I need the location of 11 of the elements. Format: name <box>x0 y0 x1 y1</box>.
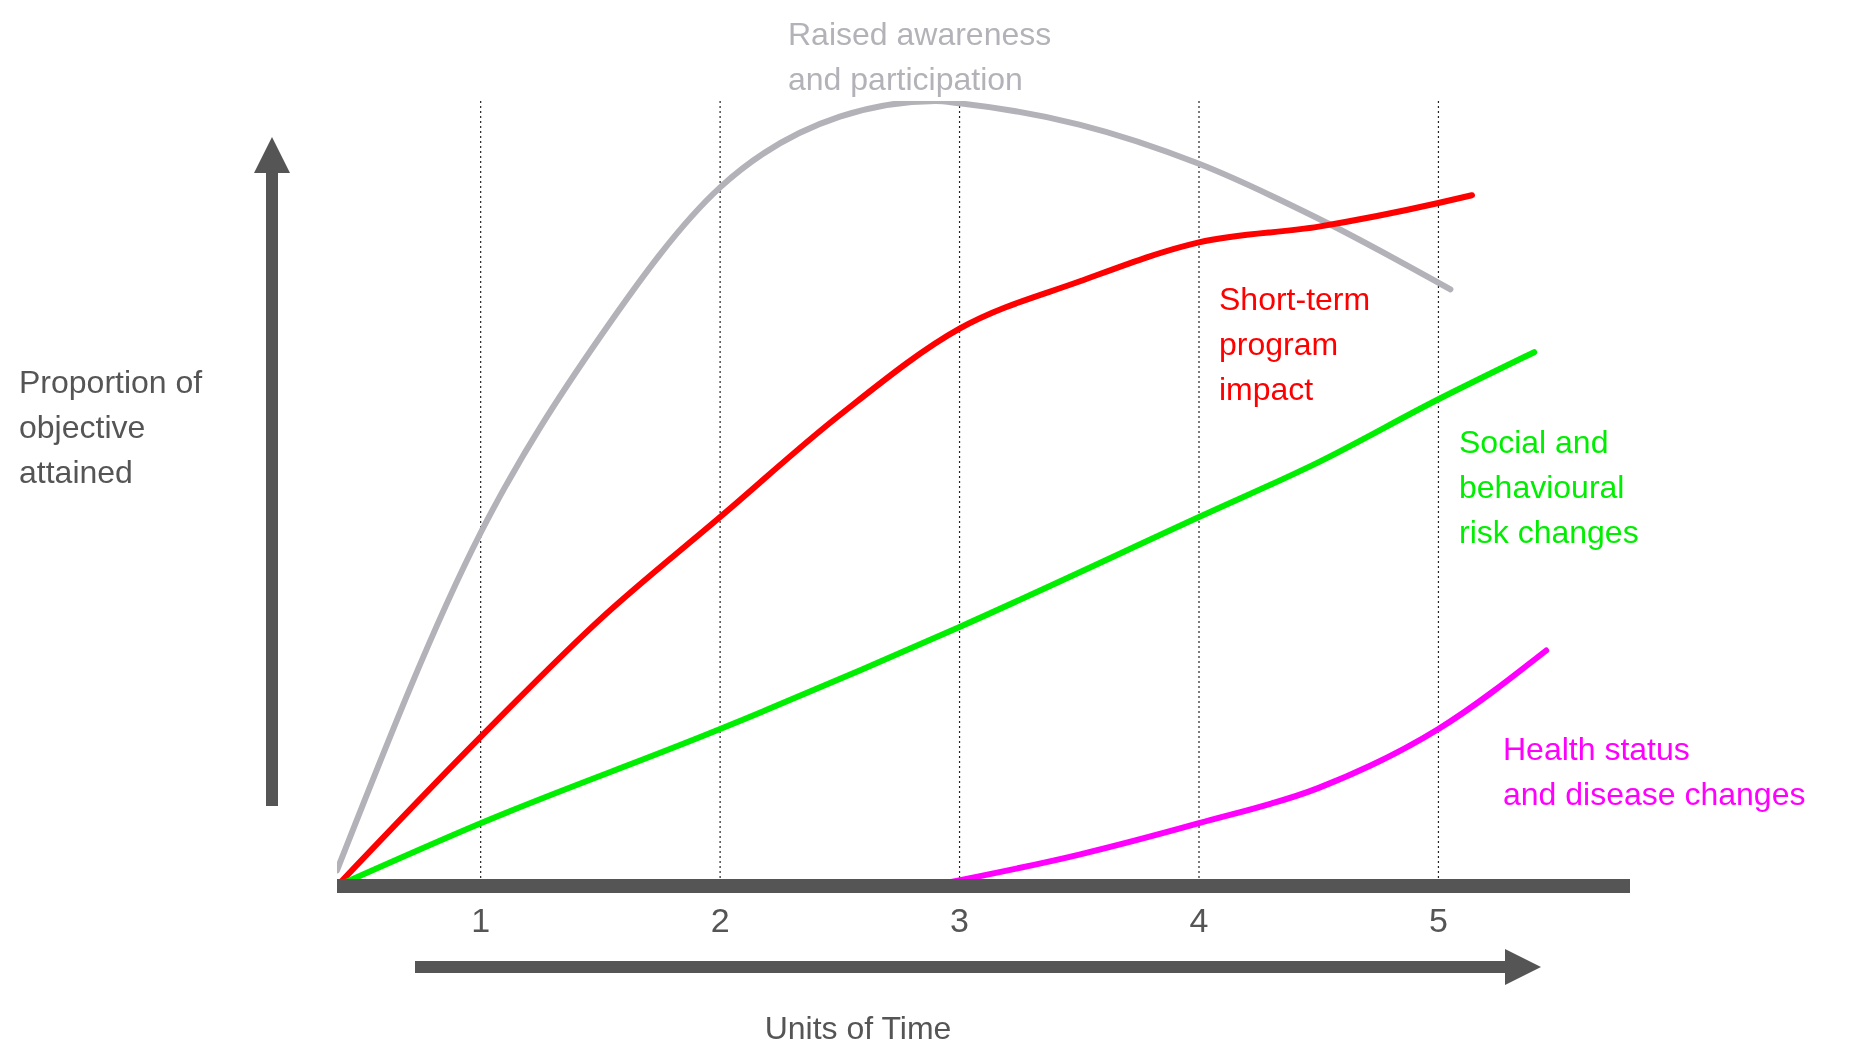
x-axis-title: Units of Time <box>763 1010 953 1046</box>
y-axis-title: Proportion of objective attained <box>19 363 204 492</box>
series-label: Raised awareness and participation <box>788 15 1052 99</box>
series-label: Social and behavioural risk changes <box>1459 423 1639 552</box>
x-tick-label: 5 <box>1428 901 1448 940</box>
x-tick-label: 1 <box>471 901 491 940</box>
x-tick-label: 4 <box>1189 901 1209 940</box>
x-tick-label: 3 <box>950 901 970 940</box>
series-label: Short-term program impact <box>1219 280 1371 409</box>
series-label: Health status and disease changes <box>1503 730 1806 814</box>
x-tick-label: 2 <box>710 901 730 940</box>
